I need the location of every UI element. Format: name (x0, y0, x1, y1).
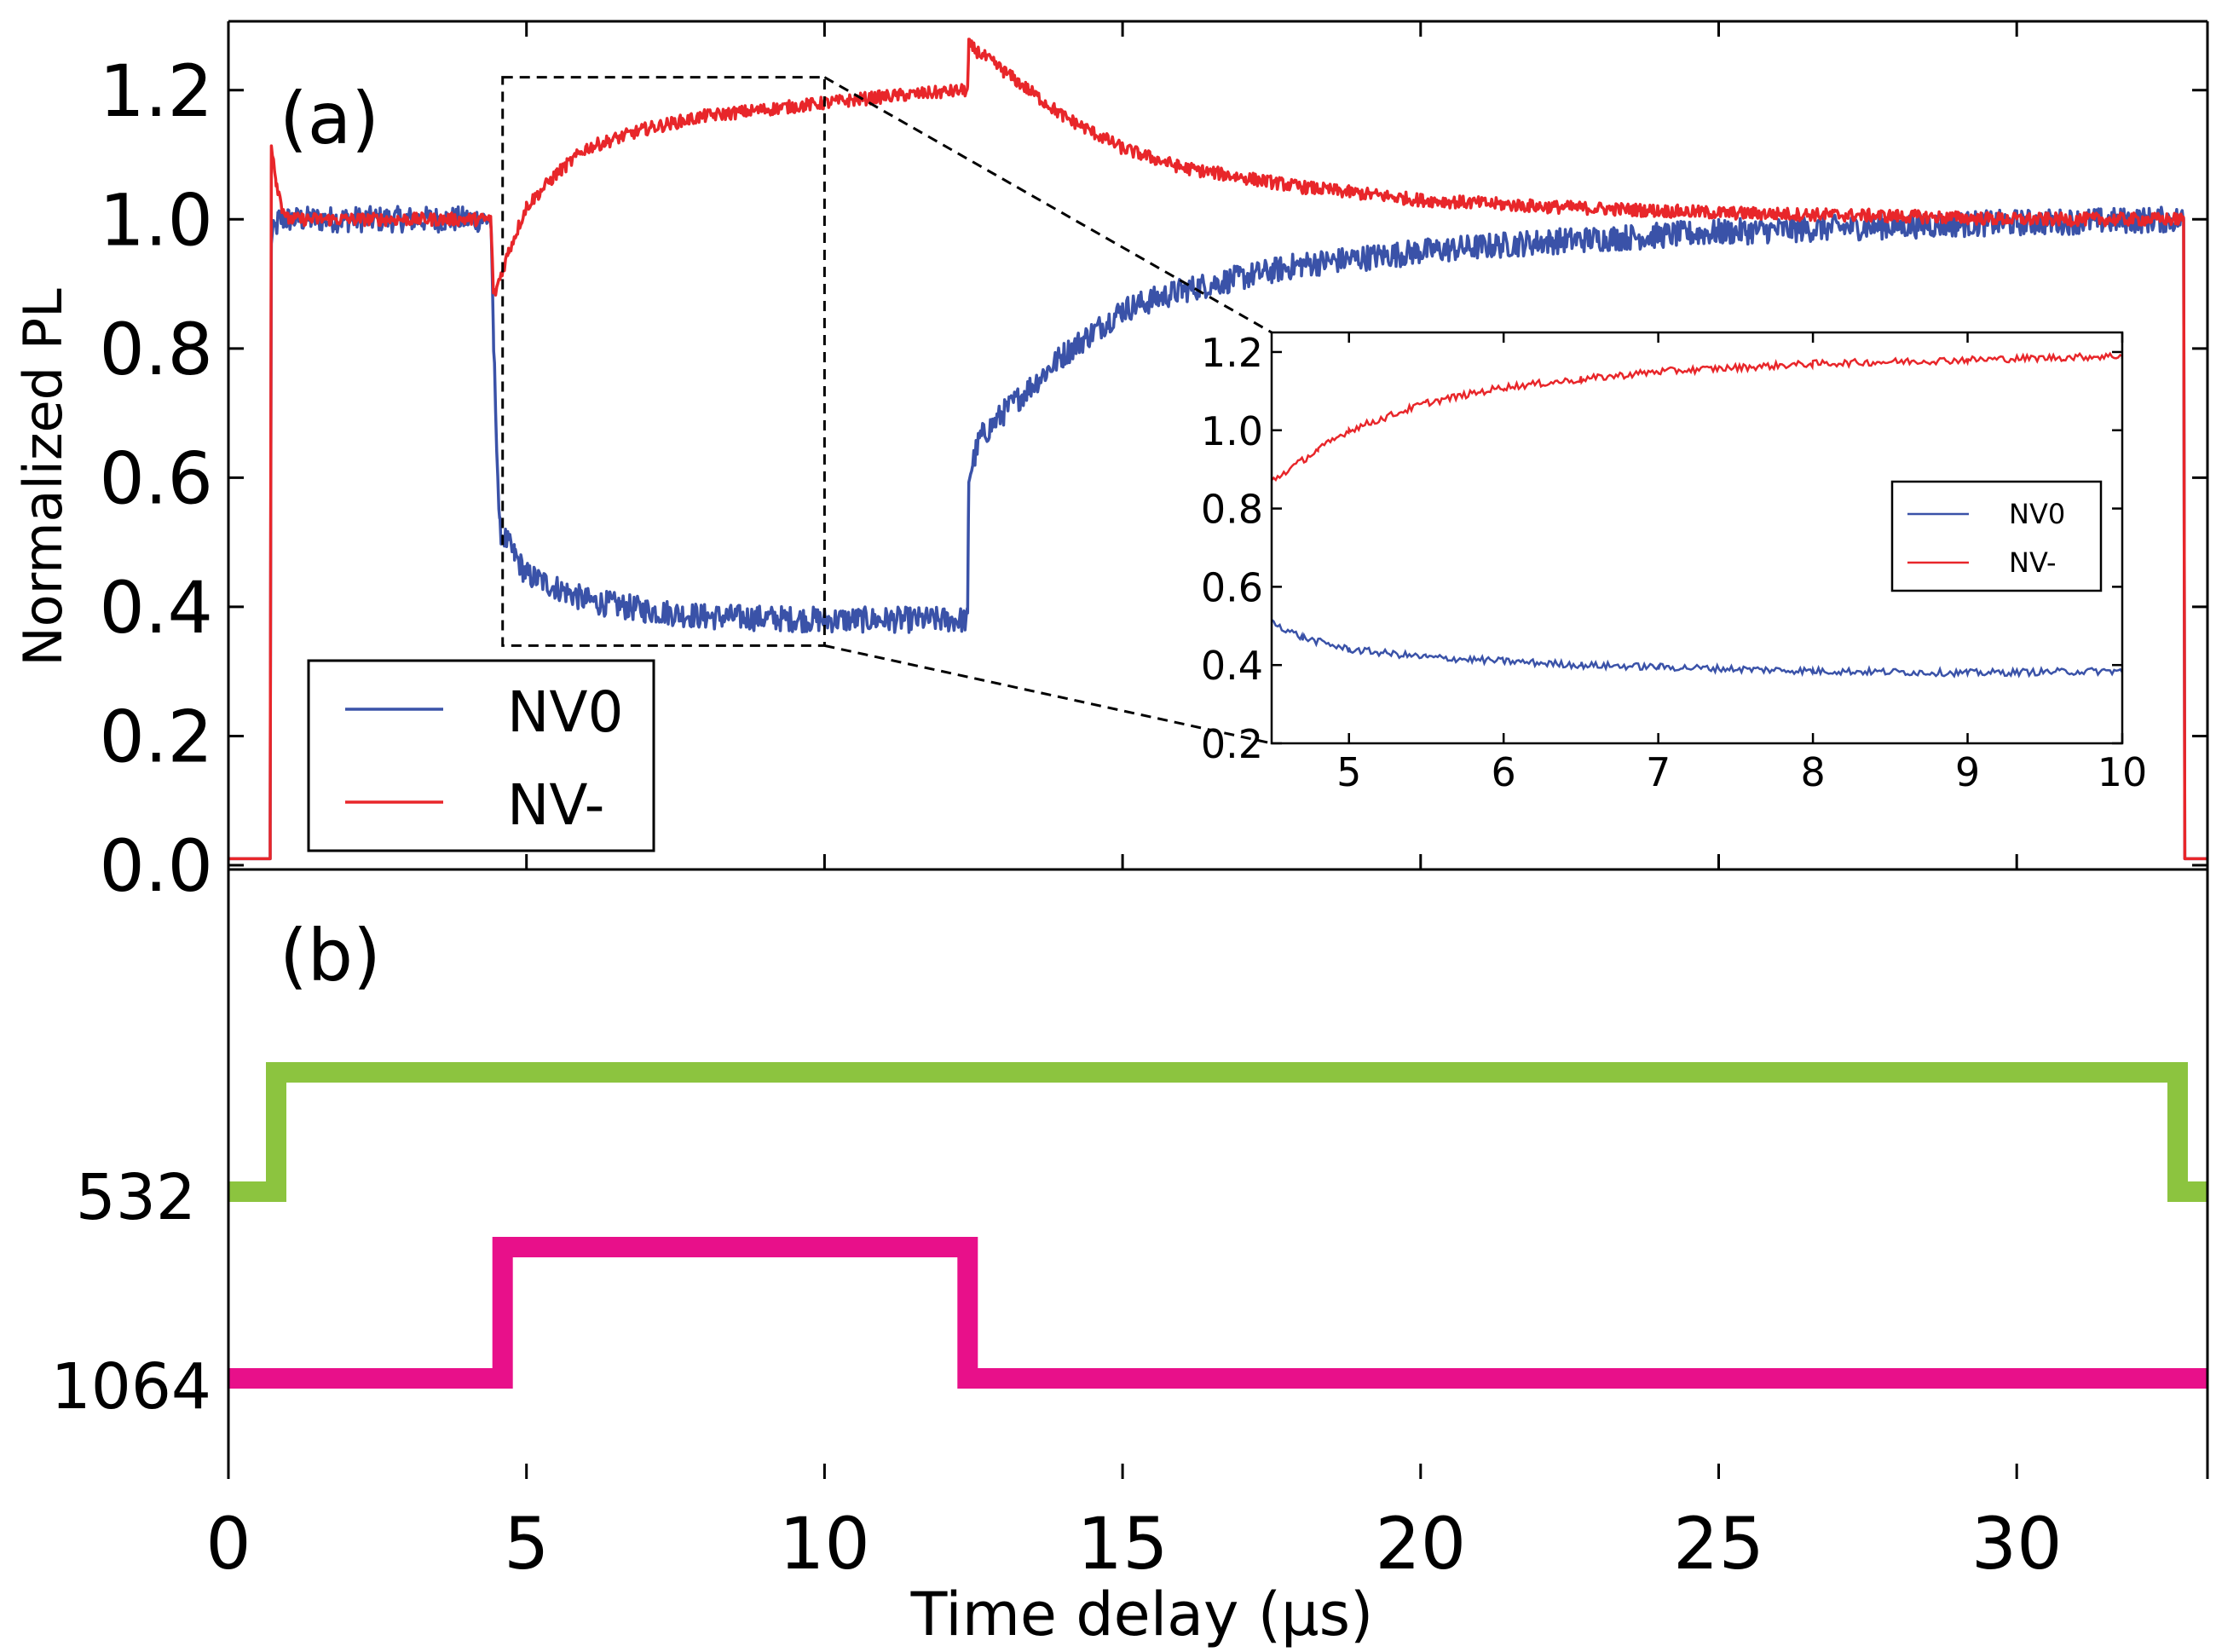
inset-yticks: 0.2 0.4 0.6 0.8 1.0 1.2 (1201, 330, 2122, 767)
pulse-xtick-label: 10 (779, 1502, 870, 1586)
main-series-nv--line (228, 38, 2207, 861)
inset-plot: 5 6 7 8 9 10 0.2 0.4 0.6 0.8 1.0 1.2 NV0 NV- (1201, 330, 2147, 795)
pulse-532-line (228, 1062, 2207, 1202)
main-series-nv0-line (228, 205, 2207, 861)
inset-legend-frame (1890, 480, 2103, 592)
main-series-group (228, 38, 2207, 861)
inset-legend-nv0-label: NV0 (2009, 498, 2065, 530)
inset-xticks: 5 6 7 8 9 10 (1336, 332, 2147, 795)
inset-xtick-label: 6 (1492, 749, 1516, 795)
main-ytick-label: 0.4 (99, 566, 213, 650)
pulse-1064-line (228, 1237, 2207, 1389)
zoom-connector-bottom (824, 644, 1272, 745)
inset-frame (1270, 331, 2124, 745)
pulse-plot: 532 1064 (b) 0 5 10 15 20 25 30 Time delay (μs… (51, 914, 2207, 1649)
zoom-box (501, 76, 826, 647)
inset-ytick-label: 1.2 (1201, 330, 1263, 376)
pulse-xtick-label: 0 (205, 1502, 251, 1586)
main-ytick-label: 1.0 (99, 178, 213, 262)
main-yticks: 0.0 0.2 0.4 0.6 0.8 1.0 1.2 (99, 49, 2207, 908)
pulse-532-label: 532 (76, 1161, 196, 1234)
inset-xtick-label: 10 (2098, 749, 2148, 795)
inset-ytick-label: 0.4 (1201, 643, 1263, 689)
pulse-xtick-label: 20 (1375, 1502, 1466, 1586)
inset-series-group (1272, 351, 2122, 679)
pulse-xtick-label: 15 (1077, 1502, 1169, 1586)
panel-b-label: (b) (280, 914, 381, 997)
y-axis-label: Normalized PL (12, 288, 74, 667)
main-legend-frame (307, 659, 655, 852)
inset-series-nv--line (1272, 351, 2122, 482)
inset-xtick-label: 9 (1955, 749, 1980, 795)
inset-ytick-label: 0.2 (1201, 721, 1263, 767)
main-ytick-label: 0.2 (99, 695, 213, 778)
main-legend: NV0 NV- (307, 659, 655, 852)
zoom-connector-top (823, 76, 1272, 334)
axes-spines (227, 20, 2209, 1479)
pulse-1064-label: 1064 (51, 1350, 211, 1424)
inset-ytick-label: 0.6 (1201, 564, 1263, 610)
inset-series-nv0-line (1272, 618, 2122, 679)
inset-legend-nv--label: NV- (2009, 546, 2057, 579)
main-plot: 5 6 7 8 9 10 0.2 0.4 0.6 0.8 1.0 1.2 NV0 NV- NV0 N… (12, 21, 2207, 908)
inset-xtick-label: 7 (1646, 749, 1671, 795)
pulse-xticks: 0 5 10 15 20 25 30 (205, 1464, 2063, 1586)
main-ytick-label: 0.6 (99, 436, 213, 520)
inset-ytick-label: 0.8 (1201, 487, 1263, 533)
inset-ytick-label: 1.0 (1201, 408, 1263, 454)
pulse-xtick-label: 30 (1971, 1502, 2063, 1586)
main-ytick-label: 0.0 (99, 824, 213, 908)
pulse-xtick-label: 5 (504, 1502, 549, 1586)
main-legend-nv--label: NV- (507, 772, 604, 838)
panel-a-label: (a) (280, 77, 379, 160)
inset-legend: NV0 NV- (1890, 480, 2103, 592)
x-axis-label: Time delay (μs) (910, 1580, 1374, 1649)
main-ytick-label: 0.8 (99, 308, 213, 391)
main-legend-nv0-label: NV0 (507, 679, 624, 745)
inset-xtick-label: 5 (1336, 749, 1361, 795)
pulse-xtick-label: 25 (1673, 1502, 1764, 1586)
inset-xtick-label: 8 (1800, 749, 1825, 795)
main-ytick-label: 1.2 (99, 49, 213, 133)
